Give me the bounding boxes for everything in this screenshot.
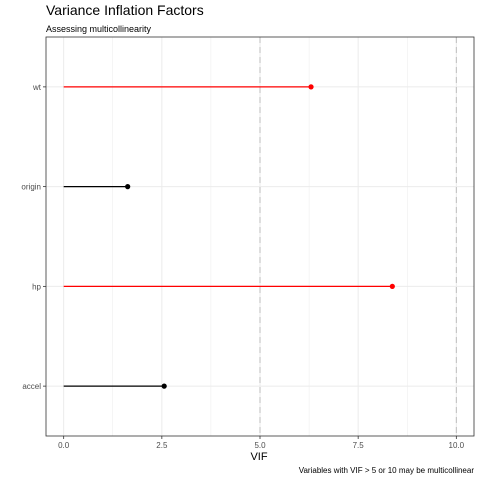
y-tick-label-origin: origin bbox=[21, 183, 41, 192]
y-tick-label-accel: accel bbox=[22, 382, 41, 391]
x-tick-label: 0.0 bbox=[58, 441, 70, 450]
y-tick-label-hp: hp bbox=[32, 282, 41, 291]
threshold-lines bbox=[259, 37, 457, 436]
lollipop-point-wt bbox=[308, 84, 314, 90]
chart-caption: Variables with VIF > 5 or 10 may be mult… bbox=[299, 466, 475, 475]
y-tick-label-wt: wt bbox=[32, 83, 42, 92]
grid-lines bbox=[46, 37, 474, 436]
x-tick-label: 10.0 bbox=[449, 441, 465, 450]
x-axis: 0.0 2.5 5.0 7.5 10.0 bbox=[58, 436, 465, 450]
data-marks bbox=[63, 84, 395, 389]
y-axis: wt origin hp accel bbox=[21, 83, 46, 391]
lollipop-point-origin bbox=[125, 184, 131, 190]
chart-title: Variance Inflation Factors bbox=[46, 2, 204, 18]
x-tick-label: 2.5 bbox=[156, 441, 168, 450]
chart-subtitle: Assessing multicollinearity bbox=[46, 24, 152, 34]
lollipop-point-hp bbox=[389, 283, 395, 289]
x-axis-title: VIF bbox=[250, 451, 267, 463]
x-tick-label: 7.5 bbox=[353, 441, 365, 450]
lollipop-point-accel bbox=[161, 383, 167, 389]
x-tick-label: 5.0 bbox=[254, 441, 266, 450]
